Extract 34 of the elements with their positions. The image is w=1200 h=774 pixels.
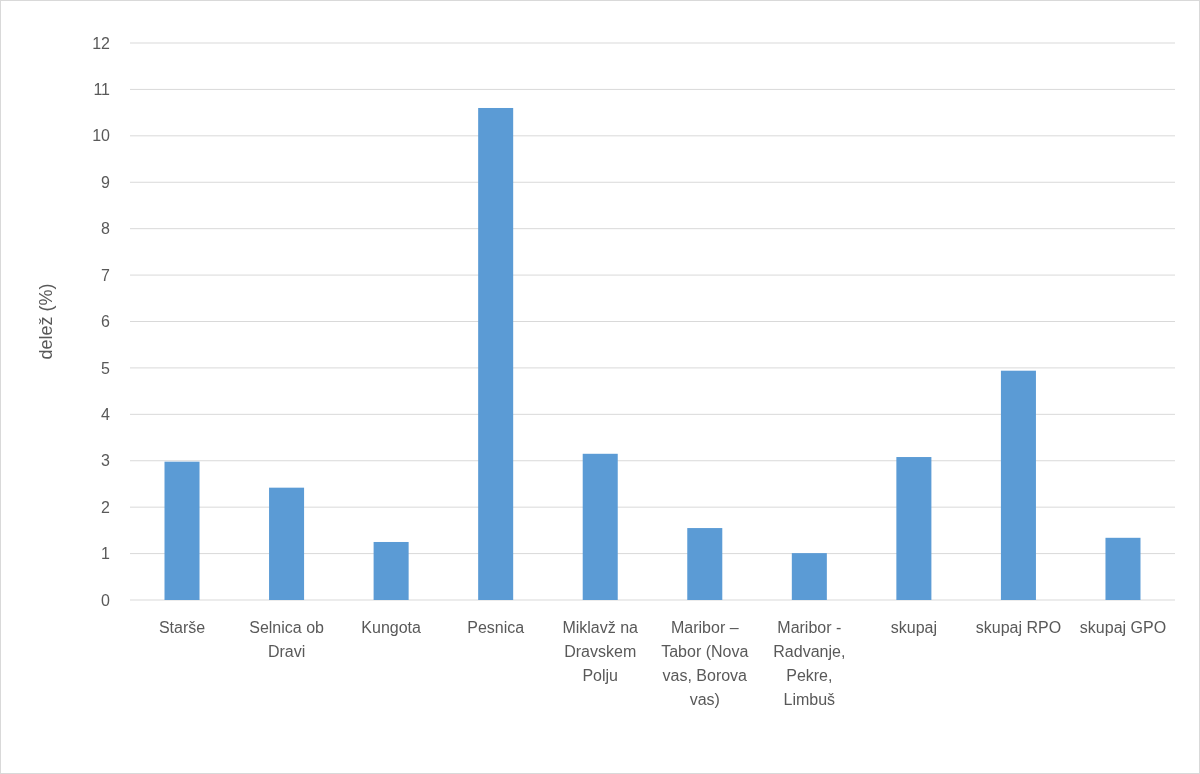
x-tick-label: skupaj GPO bbox=[1079, 619, 1167, 636]
x-tick-label: Maribor - Radvanje, Pekre, Limbuš bbox=[773, 619, 846, 708]
y-tick-label: 7 bbox=[101, 266, 111, 284]
y-tick-label: 11 bbox=[93, 81, 111, 99]
y-tick-label: 8 bbox=[101, 220, 111, 238]
y-tick-label: 1 bbox=[101, 545, 111, 563]
y-tick-label: 10 bbox=[92, 127, 111, 145]
bar bbox=[896, 457, 932, 600]
x-tick-label: skupaj bbox=[890, 619, 938, 636]
x-tick-label: Selnica ob Dravi bbox=[249, 619, 325, 660]
x-tick-label: Pesnica bbox=[467, 619, 525, 636]
bar bbox=[1000, 370, 1036, 600]
y-tick-label: 6 bbox=[101, 313, 111, 331]
x-tick-label: Maribor – Tabor (Nova vas, Borova vas) bbox=[661, 619, 749, 708]
x-tick-label: Miklavž na Dravskem Polju bbox=[562, 619, 639, 684]
bar bbox=[687, 528, 723, 600]
bar bbox=[164, 461, 200, 600]
bar bbox=[791, 553, 827, 600]
y-tick-label: 2 bbox=[101, 498, 111, 516]
bar bbox=[269, 487, 305, 600]
y-tick-label: 9 bbox=[101, 173, 111, 191]
bar bbox=[373, 541, 409, 600]
y-tick-label: 4 bbox=[101, 405, 111, 423]
bar bbox=[1105, 537, 1141, 600]
bar bbox=[582, 453, 618, 600]
x-tick-label: skupaj RPO bbox=[975, 619, 1062, 636]
x-tick-label: Kungota bbox=[361, 619, 422, 636]
y-tick-label: 3 bbox=[101, 452, 111, 470]
y-tick-label: 0 bbox=[101, 591, 111, 609]
y-tick-label: 12 bbox=[92, 34, 111, 52]
y-axis-title: delež (%) bbox=[36, 283, 56, 360]
y-tick-label: 5 bbox=[101, 359, 111, 377]
bar bbox=[478, 107, 514, 600]
x-tick-label: Starše bbox=[158, 619, 206, 636]
